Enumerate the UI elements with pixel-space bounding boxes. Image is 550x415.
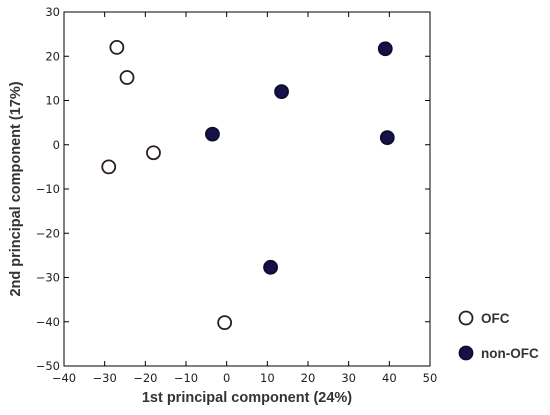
legend-marker-non-ofc — [458, 345, 474, 361]
point-ofc — [217, 315, 233, 331]
y-tick-label: −20 — [36, 226, 60, 240]
point-non-ofc — [274, 84, 289, 100]
point-non-ofc — [377, 41, 393, 57]
point-ofc — [109, 40, 125, 55]
y-tick-label: 0 — [53, 138, 60, 152]
data-points — [101, 40, 395, 331]
legend-label-non-ofc: non-OFC — [481, 346, 539, 361]
x-tick-label: −10 — [174, 371, 198, 385]
y-tick-label: −50 — [36, 359, 60, 373]
legend: OFC non-OFC — [458, 310, 539, 361]
x-tick-label: −20 — [133, 371, 157, 385]
x-tick-label: 30 — [341, 371, 356, 385]
legend-label-ofc: OFC — [481, 311, 510, 326]
x-tick-label: 10 — [260, 371, 275, 385]
y-tick-label: −40 — [36, 315, 60, 329]
point-ofc — [119, 70, 135, 85]
point-non-ofc — [379, 130, 395, 146]
legend-marker-ofc — [458, 310, 474, 326]
x-tick-label: 40 — [382, 371, 397, 385]
y-tick-label: −30 — [36, 271, 60, 285]
point-ofc — [101, 159, 117, 175]
plot-area — [63, 11, 431, 367]
x-tick-label: 50 — [423, 371, 438, 385]
y-tick-label: −10 — [36, 182, 60, 196]
y-tick-label: 30 — [45, 5, 60, 19]
x-axis-label: 1st principal component (24%) — [142, 390, 352, 406]
y-axis-label: 2nd principal component (17%) — [8, 81, 24, 296]
x-tick-label: 0 — [223, 371, 230, 385]
y-tick-label: 10 — [45, 94, 60, 108]
point-ofc — [146, 145, 161, 161]
x-tick-label: −40 — [52, 371, 76, 385]
x-axis-ticks: −40 −30 −20 −10 0 10 20 30 40 50 — [52, 12, 437, 385]
x-tick-label: 20 — [301, 371, 316, 385]
point-non-ofc — [205, 126, 220, 142]
x-tick-label: −30 — [93, 371, 117, 385]
y-tick-label: 20 — [45, 49, 60, 63]
y-axis-ticks: 30 20 10 0 −10 −20 −30 −40 −50 — [36, 5, 430, 373]
point-non-ofc — [263, 259, 278, 275]
